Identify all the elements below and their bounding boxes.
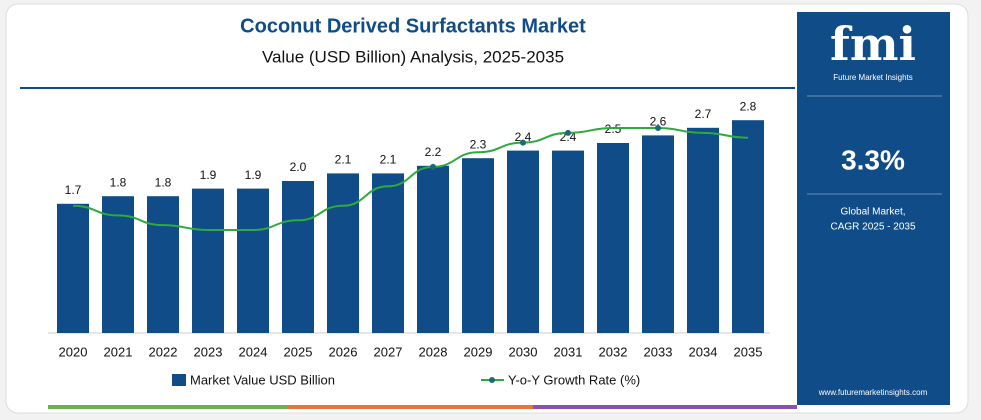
x-tick-label: 2021 [104,344,133,359]
growth-line [72,126,749,232]
value-label: 1.8 [155,175,172,189]
bar [417,165,449,333]
bar [642,135,674,333]
bar [327,173,359,333]
cagr-label: Global Market, [840,207,905,218]
bar [462,158,494,333]
value-label: 2.5 [605,122,622,136]
x-tick-label: 2023 [194,344,223,359]
x-tick-label: 2029 [464,344,493,359]
bar [192,188,224,333]
growth-point [430,163,436,170]
x-tick-label: 2027 [374,344,403,359]
website: www.futuremarketinsights.com [818,388,928,397]
bar [237,188,269,333]
x-tick-label: 2022 [149,344,178,359]
brand: Future Market Insights [833,73,913,82]
legend-marker [489,377,495,383]
value-label: 1.9 [200,168,217,182]
cagr-label: CAGR 2025 - 2035 [830,222,915,233]
bar [552,150,584,333]
chart-subtitle: Value (USD Billion) Analysis, 2025-2035 [262,47,564,66]
side-panel [797,12,950,405]
x-tick-label: 2025 [284,344,313,359]
accent-strip [48,405,288,409]
x-tick-label: 2028 [419,344,448,359]
cagr-value: 3.3% [841,144,905,175]
value-label: 2.0 [290,160,307,174]
legend-label: Market Value USD Billion [190,372,335,387]
bar [282,181,314,333]
bar [507,150,539,333]
value-label: 1.7 [65,183,82,197]
value-label: 1.9 [245,168,262,182]
x-tick-label: 2024 [239,344,268,359]
bar [57,203,89,333]
value-label: 2.7 [695,107,712,121]
value-label: 2.1 [335,153,352,167]
value-label: 1.8 [110,175,127,189]
value-label: 2.8 [740,99,757,113]
x-tick-label: 2035 [734,344,763,359]
legend-swatch [172,374,186,386]
x-tick-label: 2034 [689,344,718,359]
bar [732,120,764,333]
growth-point [520,139,526,146]
growth-point [565,129,571,136]
value-label: 2.1 [380,153,397,167]
x-tick-label: 2031 [554,344,583,359]
accent-strip [533,405,797,409]
value-label: 2.3 [470,137,487,151]
value-label: 2.2 [425,145,442,159]
legend-label: Y-o-Y Growth Rate (%) [508,372,640,387]
x-tick-label: 2020 [59,344,88,359]
bar [147,196,179,333]
value-label: 2.4 [515,130,532,144]
chart-title: Coconut Derived Surfactants Market [240,15,586,37]
x-tick-label: 2032 [599,344,628,359]
logo: fmi [830,17,916,71]
x-tick-label: 2033 [644,344,673,359]
bar [597,143,629,333]
accent-strip [288,405,533,409]
x-tick-label: 2030 [509,344,538,359]
growth-point [655,125,661,131]
bar [102,196,134,333]
value-label: 2.6 [650,115,667,129]
x-tick-label: 2026 [329,344,358,359]
bar [372,173,404,333]
bar [687,127,719,333]
